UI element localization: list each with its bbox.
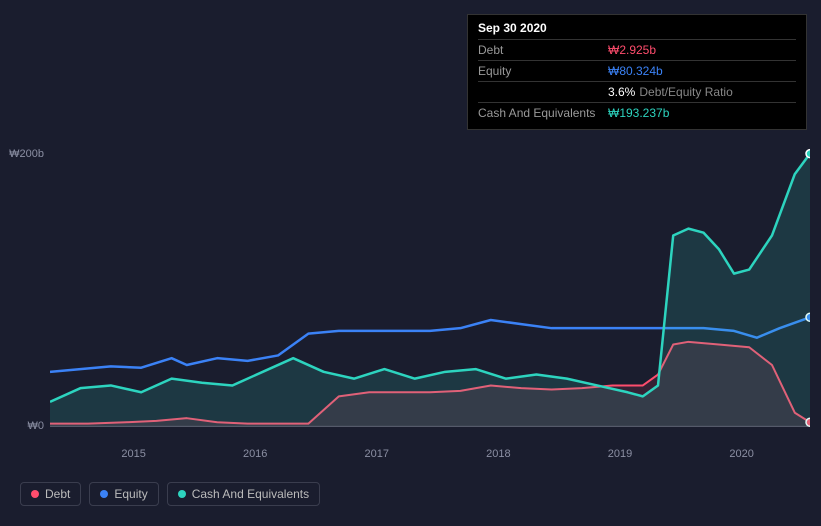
tooltip-row-label xyxy=(478,85,608,99)
legend-item[interactable]: Debt xyxy=(20,482,81,506)
tooltip-row-sublabel: Debt/Equity Ratio xyxy=(639,85,732,99)
legend-dot-icon xyxy=(100,490,108,498)
data-tooltip: Sep 30 2020 Debt₩2.925bEquity₩80.324b3.6… xyxy=(467,14,807,130)
tooltip-row-value: 3.6%Debt/Equity Ratio xyxy=(608,85,733,99)
tooltip-row-value: ₩80.324b xyxy=(608,64,663,78)
tooltip-row: Debt₩2.925b xyxy=(478,39,796,60)
tooltip-row-label: Equity xyxy=(478,64,608,78)
y-axis-label: ₩0 xyxy=(28,420,45,432)
x-axis-label: 2018 xyxy=(486,448,510,460)
x-axis-label: 2016 xyxy=(243,448,267,460)
tooltip-row-value: ₩2.925b xyxy=(608,43,656,57)
tooltip-row: Equity₩80.324b xyxy=(478,60,796,81)
legend-dot-icon xyxy=(178,490,186,498)
chart-plot-area: ₩0₩200b 201520162017201820192020 xyxy=(50,140,810,440)
legend-item[interactable]: Equity xyxy=(89,482,158,506)
x-axis-label: 2020 xyxy=(729,448,753,460)
x-axis-label: 2017 xyxy=(365,448,389,460)
legend-item[interactable]: Cash And Equivalents xyxy=(167,482,320,506)
legend-label: Debt xyxy=(45,487,70,501)
tooltip-row-value: ₩193.237b xyxy=(608,106,669,120)
tooltip-row: Cash And Equivalents₩193.237b xyxy=(478,102,796,123)
legend-label: Cash And Equivalents xyxy=(192,487,309,501)
x-axis-label: 2019 xyxy=(608,448,632,460)
line-chart[interactable] xyxy=(50,140,810,440)
tooltip-row-label: Debt xyxy=(478,43,608,57)
x-axis-label: 2015 xyxy=(121,448,145,460)
legend-dot-icon xyxy=(31,490,39,498)
y-axis-label: ₩200b xyxy=(9,148,44,160)
legend-label: Equity xyxy=(114,487,147,501)
tooltip-date: Sep 30 2020 xyxy=(478,21,796,35)
chart-legend: Debt Equity Cash And Equivalents xyxy=(20,482,320,506)
tooltip-row-label: Cash And Equivalents xyxy=(478,106,608,120)
chart-container: Sep 30 2020 Debt₩2.925bEquity₩80.324b3.6… xyxy=(0,0,821,526)
tooltip-row: 3.6%Debt/Equity Ratio xyxy=(478,81,796,102)
